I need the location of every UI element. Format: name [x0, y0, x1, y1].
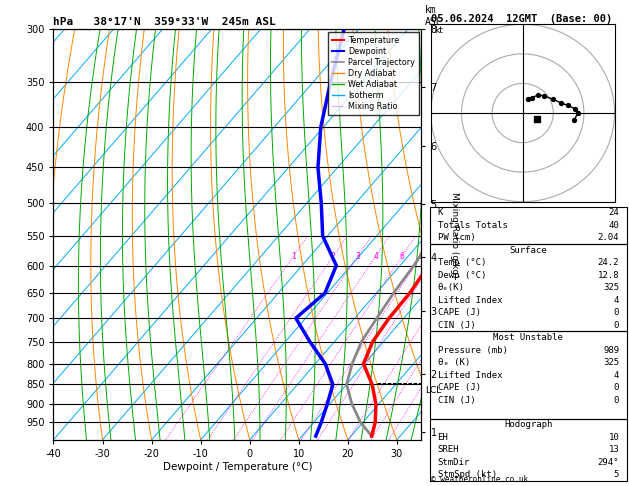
Text: 8: 8 [419, 252, 424, 261]
Text: Dewp (°C): Dewp (°C) [438, 271, 486, 280]
Text: Surface: Surface [509, 246, 547, 255]
Text: 294°: 294° [598, 458, 619, 467]
Text: CAPE (J): CAPE (J) [438, 308, 481, 317]
Text: Most Unstable: Most Unstable [493, 333, 564, 342]
Text: 989: 989 [603, 346, 619, 355]
Point [533, 91, 543, 99]
Text: 15: 15 [460, 252, 470, 261]
Point [523, 95, 533, 103]
Text: Lifted Index: Lifted Index [438, 370, 502, 380]
Point [548, 95, 559, 103]
Text: 0: 0 [614, 321, 619, 330]
Y-axis label: Mixing Ratio (g/kg): Mixing Ratio (g/kg) [450, 191, 459, 278]
Bar [430, 331, 627, 419]
Text: 24.2: 24.2 [598, 258, 619, 267]
Text: 325: 325 [603, 283, 619, 292]
Text: 4: 4 [373, 252, 378, 261]
Text: SREH: SREH [438, 446, 459, 454]
Text: θₑ (K): θₑ (K) [438, 358, 470, 367]
Text: 10: 10 [432, 252, 442, 261]
Text: StmDir: StmDir [438, 458, 470, 467]
Text: hPa   38°17'N  359°33'W  245m ASL: hPa 38°17'N 359°33'W 245m ASL [53, 17, 276, 27]
Point [569, 116, 579, 124]
Point [556, 99, 566, 107]
Text: 24: 24 [608, 208, 619, 217]
Text: 2.04: 2.04 [598, 233, 619, 242]
Text: CIN (J): CIN (J) [438, 321, 475, 330]
Text: EH: EH [438, 433, 448, 442]
Text: 13: 13 [608, 446, 619, 454]
Text: Lifted Index: Lifted Index [438, 295, 502, 305]
Point [569, 104, 579, 112]
Text: 325: 325 [603, 358, 619, 367]
Text: 2: 2 [331, 252, 335, 261]
Text: 5: 5 [614, 470, 619, 479]
Text: 4: 4 [614, 295, 619, 305]
Point [532, 115, 542, 123]
Text: 05.06.2024  12GMT  (Base: 00): 05.06.2024 12GMT (Base: 00) [431, 14, 612, 24]
Text: CIN (J): CIN (J) [438, 396, 475, 404]
Bar [430, 207, 627, 244]
Text: LCL: LCL [425, 386, 442, 395]
X-axis label: Dewpoint / Temperature (°C): Dewpoint / Temperature (°C) [163, 462, 312, 471]
Point [563, 102, 573, 109]
Text: Temp (°C): Temp (°C) [438, 258, 486, 267]
Text: 0: 0 [614, 396, 619, 404]
Text: 1: 1 [291, 252, 296, 261]
Text: StmSpd (kt): StmSpd (kt) [438, 470, 497, 479]
Text: PW (cm): PW (cm) [438, 233, 475, 242]
Text: 12.8: 12.8 [598, 271, 619, 280]
Text: © weatheronline.co.uk: © weatheronline.co.uk [431, 475, 528, 484]
Text: Hodograph: Hodograph [504, 420, 552, 430]
Text: 25: 25 [499, 252, 508, 261]
Text: 0: 0 [614, 308, 619, 317]
Point [573, 109, 583, 117]
Text: Totals Totals: Totals Totals [438, 221, 508, 230]
Legend: Temperature, Dewpoint, Parcel Trajectory, Dry Adiabat, Wet Adiabat, Isotherm, Mi: Temperature, Dewpoint, Parcel Trajectory… [328, 32, 419, 115]
Text: CAPE (J): CAPE (J) [438, 383, 481, 392]
Text: 3: 3 [355, 252, 360, 261]
Point [539, 92, 549, 100]
Text: 4: 4 [614, 370, 619, 380]
Bar [430, 244, 627, 331]
Text: 6: 6 [399, 252, 404, 261]
Text: 20: 20 [482, 252, 491, 261]
Text: K: K [438, 208, 443, 217]
Text: θₑ(K): θₑ(K) [438, 283, 464, 292]
Text: Pressure (mb): Pressure (mb) [438, 346, 508, 355]
Point [527, 94, 537, 102]
Text: 40: 40 [608, 221, 619, 230]
Text: 0: 0 [614, 383, 619, 392]
Text: 10: 10 [608, 433, 619, 442]
Text: km
ASL: km ASL [425, 5, 442, 27]
Text: kt: kt [434, 26, 443, 35]
Bar [430, 419, 627, 481]
